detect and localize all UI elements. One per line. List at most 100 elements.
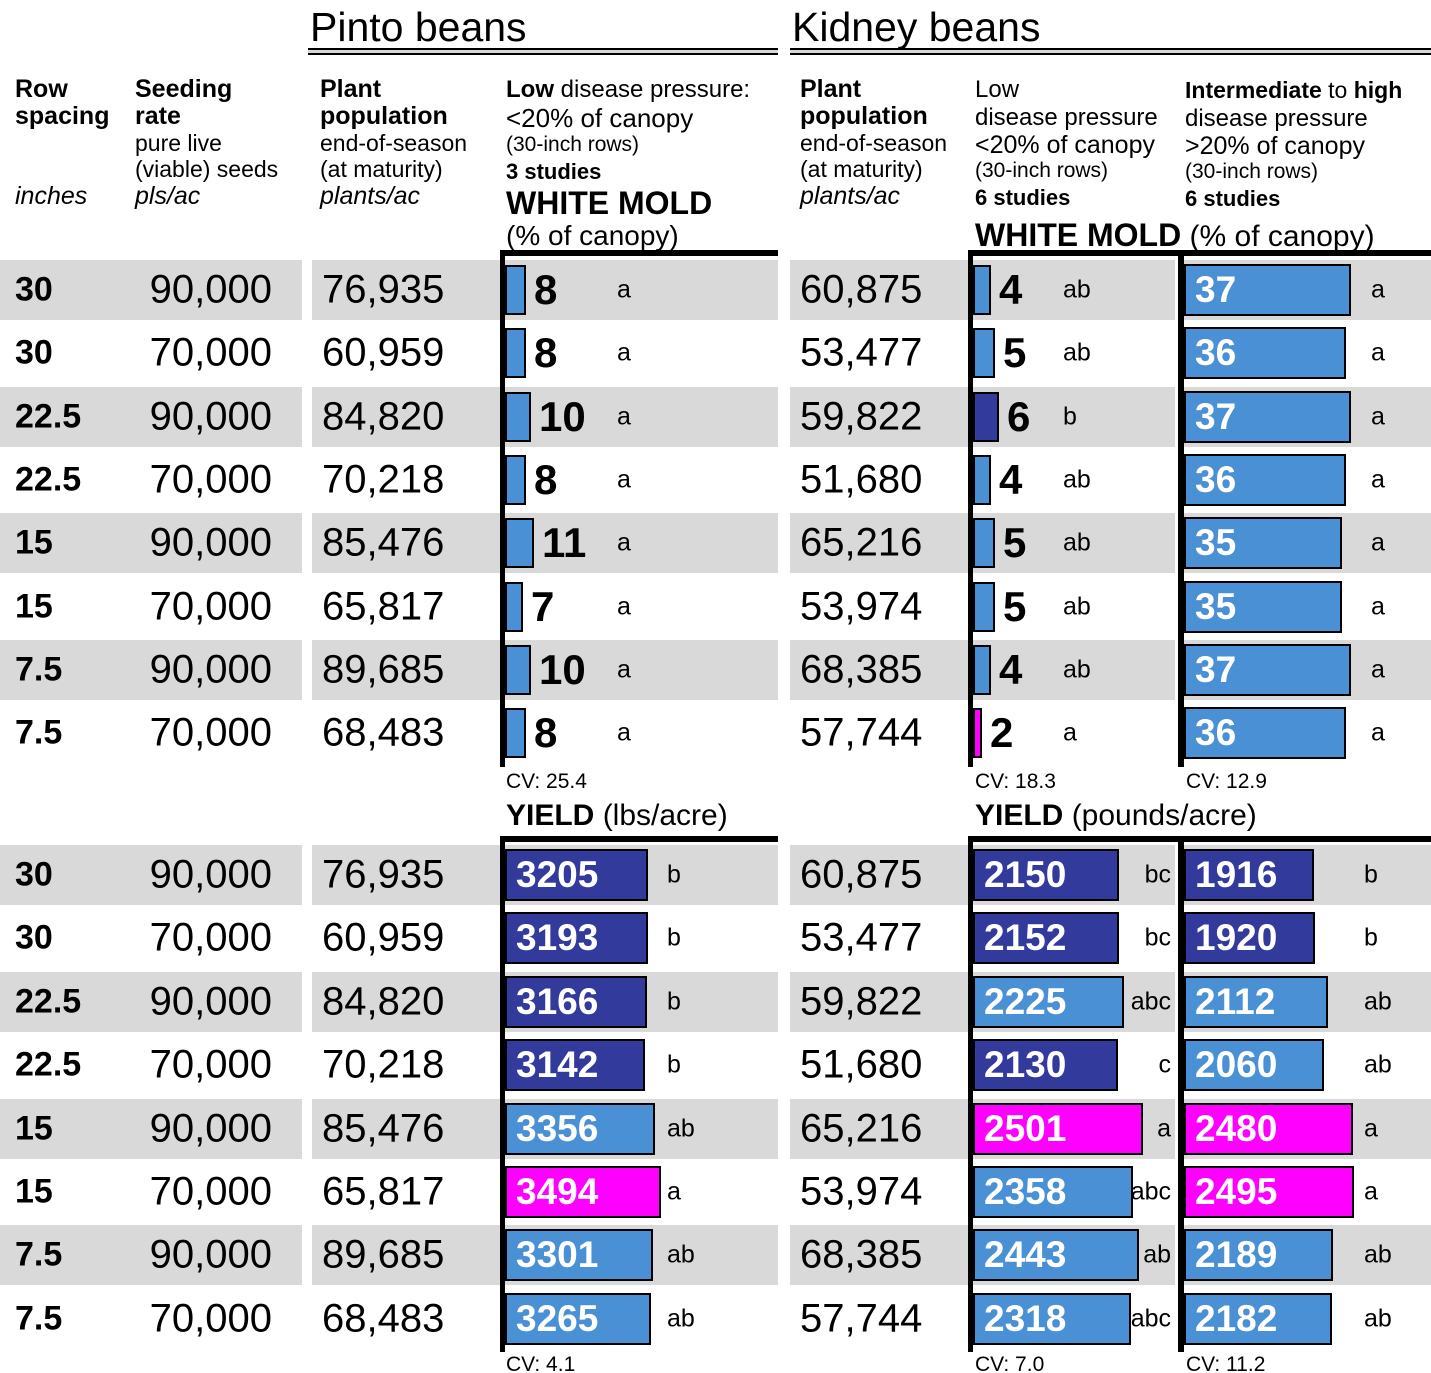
row-spacing-value: 7.5 bbox=[15, 713, 63, 752]
bar-kidney_low: 2358 bbox=[973, 1166, 1133, 1218]
significance-letter: ab bbox=[1364, 1240, 1392, 1269]
pinto-population-value: 84,820 bbox=[322, 394, 445, 439]
yield-row-5-left-band: 15 70,000 bbox=[0, 1162, 302, 1222]
seeding-rate-value: 90,000 bbox=[149, 520, 272, 565]
significance-letter: b bbox=[1364, 923, 1378, 952]
pinto-yield-reg: (lbs/acre) bbox=[594, 799, 728, 832]
pinto-title-rule bbox=[308, 48, 778, 55]
kidney-high-reg1: to bbox=[1321, 77, 1354, 103]
bar-value: 2 bbox=[990, 709, 1014, 756]
yield-row-3-kidney_low-chart-cell: 2130 c bbox=[973, 1035, 1175, 1095]
seeding-rate-value: 70,000 bbox=[149, 915, 272, 960]
row-spacing-value: 22.5 bbox=[15, 460, 82, 499]
unit-plants-ac-kidney: plants/ac bbox=[800, 182, 901, 210]
yield-row-0-kidney_low-chart-cell: 2150 bc bbox=[973, 845, 1175, 905]
significance-letter: a bbox=[617, 528, 631, 557]
yield-row-6-kidney-pop: 68,385 bbox=[790, 1225, 968, 1285]
bar-pinto: 3356 bbox=[505, 1103, 655, 1155]
yield-row-5-pinto-pop: 65,817 bbox=[312, 1162, 500, 1222]
kidney-white-mold-title: WHITE MOLD (% of canopy) bbox=[975, 218, 1375, 254]
pinto-yield-title: YIELD (lbs/acre) bbox=[506, 800, 728, 832]
bar-value: 11 bbox=[542, 519, 587, 566]
yield-row-5-kidney-pop: 53,974 bbox=[790, 1162, 968, 1222]
header-kidney-pop-sub1: end-of-season bbox=[800, 130, 948, 156]
bar-kidney_high: 2112 bbox=[1184, 976, 1328, 1028]
wm-row-7-kidney-pop: 57,744 bbox=[790, 703, 968, 763]
bar-value: 5 bbox=[1003, 519, 1027, 566]
bar-kidney_low: 2443 bbox=[973, 1229, 1139, 1281]
bar-value: 4 bbox=[999, 266, 1023, 313]
bar-value: 4 bbox=[999, 646, 1023, 693]
significance-letter: b bbox=[667, 987, 681, 1016]
significance-letter: a bbox=[617, 338, 631, 367]
yield-row-1-left-band: 30 70,000 bbox=[0, 908, 302, 968]
row-spacing-value: 30 bbox=[15, 855, 53, 894]
yield-row-5-pinto-chart-cell: 3494 a bbox=[505, 1162, 778, 1222]
yield-row-2-kidney_low-chart-cell: 2225 abc bbox=[973, 972, 1175, 1032]
wm-row-3-kidney_high-chart-cell: 36 a bbox=[1184, 450, 1431, 510]
header-pinto-pop-line2: population bbox=[320, 102, 448, 130]
significance-letter: abc bbox=[1130, 1304, 1171, 1333]
bar-kidney_low: 2501 bbox=[973, 1103, 1143, 1155]
significance-letter: a bbox=[617, 718, 631, 747]
pinto-studies: 3 studies bbox=[506, 159, 602, 184]
kidney-yield-title: YIELD (pounds/acre) bbox=[975, 800, 1257, 832]
seeding-rate-value: 70,000 bbox=[149, 1296, 272, 1341]
yield-row-4-pinto-chart-cell: 3356 ab bbox=[505, 1099, 778, 1159]
yield-row-4-pinto-pop: 85,476 bbox=[312, 1099, 500, 1159]
bar-pinto bbox=[505, 455, 526, 505]
wm-row-5-kidney_high-chart-cell: 35 a bbox=[1184, 577, 1431, 637]
yield-row-5-kidney_low-chart-cell: 2358 abc bbox=[973, 1162, 1175, 1222]
pinto-population-value: 76,935 bbox=[322, 852, 445, 897]
row-spacing-value: 30 bbox=[15, 918, 53, 957]
kidney-beans-title: Kidney beans bbox=[792, 4, 1041, 50]
significance-letter: ab bbox=[1063, 655, 1091, 684]
yield-row-6-left-band: 7.5 90,000 bbox=[0, 1225, 302, 1285]
seeding-rate-value: 90,000 bbox=[149, 647, 272, 692]
significance-letter: a bbox=[617, 402, 631, 431]
bar-pinto: 3142 bbox=[505, 1039, 645, 1091]
header-kidney-pop-line1: Plant bbox=[800, 75, 862, 103]
yield-row-6-kidney_high-chart-cell: 2189 ab bbox=[1184, 1225, 1431, 1285]
yield-row-3-kidney-pop: 51,680 bbox=[790, 1035, 968, 1095]
bar-pinto: 3205 bbox=[505, 849, 648, 901]
header-seeding-line2: rate bbox=[135, 102, 181, 130]
bar-kidney_high: 1920 bbox=[1184, 912, 1315, 964]
bar-value: 3205 bbox=[516, 854, 599, 895]
kidney-population-value: 60,875 bbox=[800, 267, 923, 312]
unit-inches: inches bbox=[15, 182, 88, 210]
significance-letter: a bbox=[617, 592, 631, 621]
pinto-population-value: 85,476 bbox=[322, 520, 445, 565]
kidney-population-value: 57,744 bbox=[800, 710, 923, 755]
kidney-low-bold: Low bbox=[975, 76, 1020, 103]
bar-value: 37 bbox=[1195, 269, 1237, 310]
significance-letter: a bbox=[617, 465, 631, 494]
yield-row-3-pinto-pop: 70,218 bbox=[312, 1035, 500, 1095]
kidney-high-canopy: >20% of canopy bbox=[1185, 132, 1365, 160]
bar-kidney_high: 35 bbox=[1184, 517, 1342, 569]
wm-row-3-kidney-pop: 51,680 bbox=[790, 450, 968, 510]
wm-row-4-kidney-pop: 65,216 bbox=[790, 513, 968, 573]
kidney-wm-topline bbox=[968, 250, 1431, 256]
yield-row-7-kidney-pop: 57,744 bbox=[790, 1289, 968, 1349]
kidney-population-value: 53,974 bbox=[800, 1169, 923, 1214]
unit-plants-ac-pinto: plants/ac bbox=[320, 182, 421, 210]
unit-pls-ac: pls/ac bbox=[135, 182, 201, 210]
yield-row-6-kidney_low-chart-cell: 2443 ab bbox=[973, 1225, 1175, 1285]
bar-kidney_low bbox=[973, 582, 995, 632]
header-pinto-population: Plant population end-of-season (at matur… bbox=[320, 76, 467, 183]
wm-row-0-left-band: 30 90,000 bbox=[0, 260, 302, 320]
significance-letter: a bbox=[1063, 718, 1077, 747]
wm-row-4-left-band: 15 90,000 bbox=[0, 513, 302, 573]
bar-value: 10 bbox=[539, 393, 586, 440]
yield-row-5-kidney_high-chart-cell: 2495 a bbox=[1184, 1162, 1431, 1222]
significance-letter: ab bbox=[1063, 338, 1091, 367]
significance-letter: abc bbox=[1130, 987, 1171, 1016]
significance-letter: ab bbox=[1063, 528, 1091, 557]
wm-row-4-pinto-pop: 85,476 bbox=[312, 513, 500, 573]
pinto-population-value: 60,959 bbox=[322, 915, 445, 960]
